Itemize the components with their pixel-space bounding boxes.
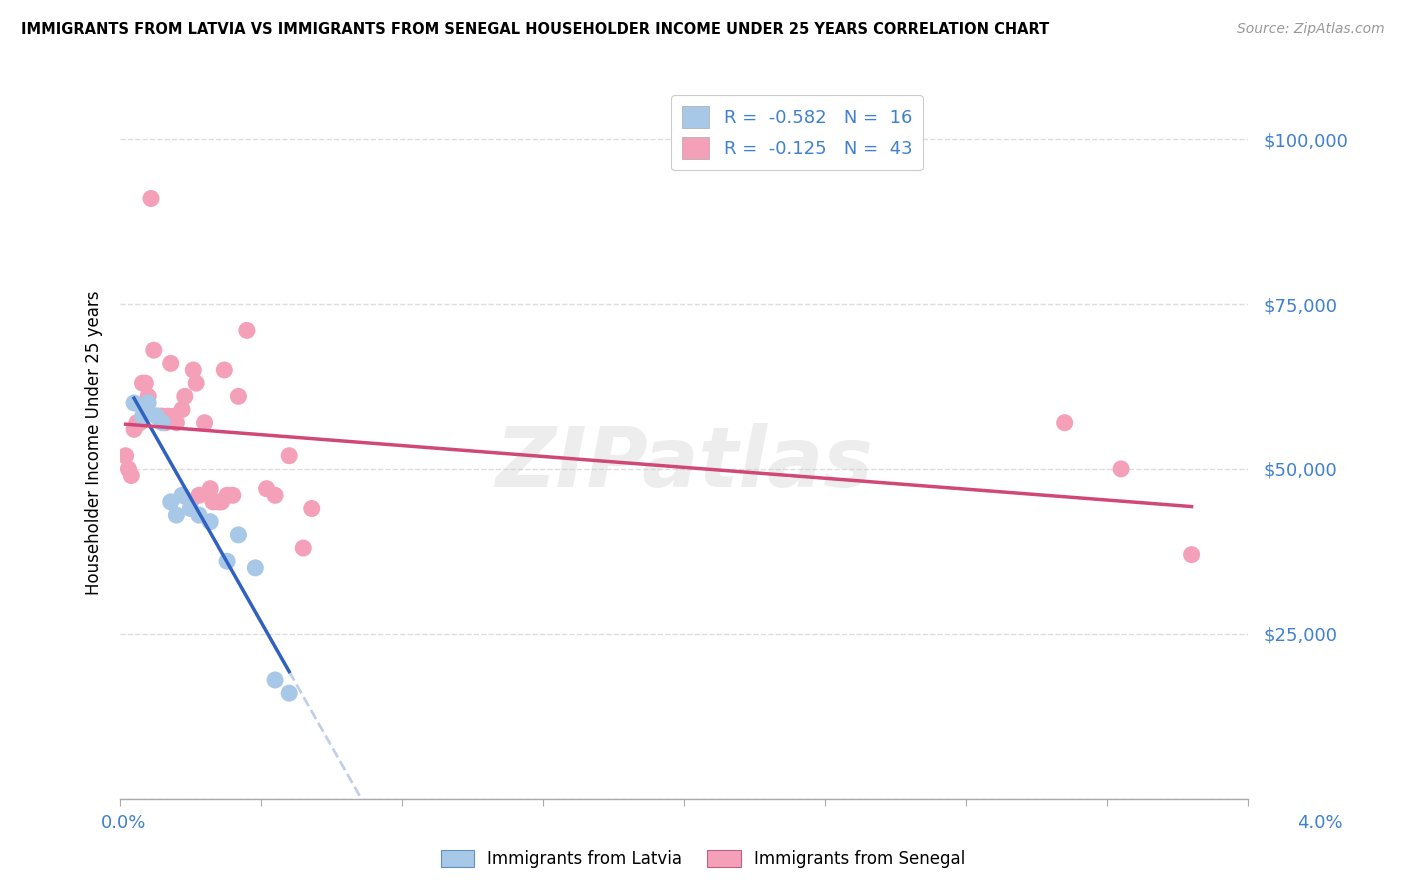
Point (208, 495, 231, 509)
Point (117, 462, 139, 476)
Point (187, 488, 209, 502)
Point (122, 422, 145, 436)
Point (136, 389, 159, 403)
Point (120, 468, 142, 483)
Point (264, 673, 287, 687)
Point (153, 416, 176, 430)
Point (139, 192, 162, 206)
Point (131, 409, 153, 424)
Point (156, 409, 179, 424)
Point (301, 501, 323, 516)
Point (236, 323, 259, 337)
Text: 0.0%: 0.0% (101, 814, 146, 831)
Text: Source: ZipAtlas.com: Source: ZipAtlas.com (1237, 22, 1385, 37)
Point (181, 363, 204, 377)
Point (148, 409, 170, 424)
Legend: R =  -0.582   N =  16, R =  -0.125   N =  43: R = -0.582 N = 16, R = -0.125 N = 43 (671, 95, 924, 170)
Point (256, 482, 278, 496)
Point (131, 376, 153, 391)
Point (222, 488, 245, 502)
Y-axis label: Householder Income Under 25 years: Householder Income Under 25 years (86, 290, 103, 595)
Point (200, 515, 222, 529)
Point (217, 488, 239, 502)
Point (145, 409, 167, 424)
Text: 4.0%: 4.0% (1298, 814, 1343, 831)
Point (179, 495, 201, 509)
Point (150, 416, 173, 430)
Point (128, 416, 150, 430)
Point (134, 376, 156, 391)
Point (228, 389, 250, 403)
Point (122, 396, 145, 410)
Point (200, 482, 222, 496)
Point (173, 389, 195, 403)
Point (125, 416, 148, 430)
Point (214, 363, 236, 377)
Legend: Immigrants from Latvia, Immigrants from Senegal: Immigrants from Latvia, Immigrants from … (434, 843, 972, 875)
Point (278, 449, 301, 463)
Point (142, 343, 165, 358)
Point (159, 356, 181, 370)
Point (245, 561, 267, 575)
Point (1180, 548, 1202, 562)
Point (165, 508, 187, 522)
Point (278, 686, 301, 700)
Text: IMMIGRANTS FROM LATVIA VS IMMIGRANTS FROM SENEGAL HOUSEHOLDER INCOME UNDER 25 YE: IMMIGRANTS FROM LATVIA VS IMMIGRANTS FRO… (21, 22, 1049, 37)
Point (136, 396, 159, 410)
Point (292, 541, 315, 555)
Point (211, 495, 233, 509)
Point (145, 409, 167, 424)
Point (202, 495, 225, 509)
Point (170, 402, 193, 417)
Point (150, 409, 173, 424)
Point (165, 416, 187, 430)
Point (114, 449, 136, 463)
Point (187, 508, 209, 522)
Point (1109, 462, 1132, 476)
Point (170, 488, 193, 502)
Point (1053, 416, 1076, 430)
Point (264, 488, 287, 502)
Point (228, 528, 250, 542)
Point (162, 409, 184, 424)
Point (179, 501, 201, 516)
Text: ZIPatlas: ZIPatlas (495, 424, 873, 504)
Point (159, 495, 181, 509)
Point (217, 554, 239, 568)
Point (184, 376, 207, 391)
Point (193, 416, 215, 430)
